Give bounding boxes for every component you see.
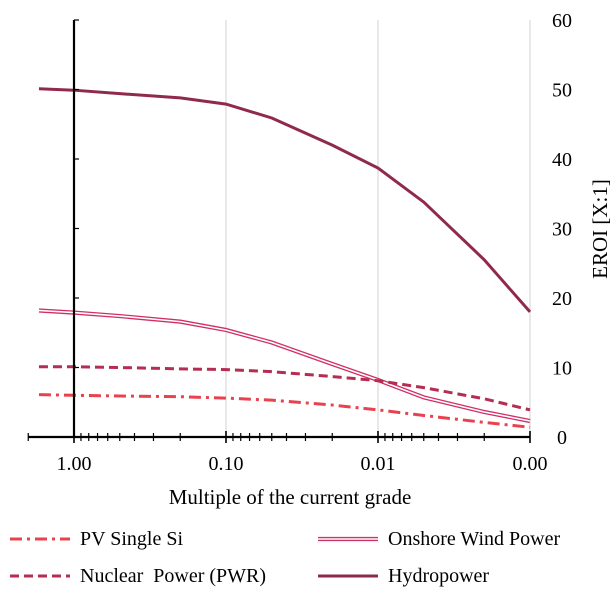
legend-entry: Hydropower — [318, 565, 489, 587]
legend-label: Hydropower — [388, 565, 489, 587]
legend: PV Single Si Onshore Wind Power Nuclear Po… — [10, 528, 560, 587]
legend-entry: PV Single Si — [10, 528, 183, 550]
legend-entry: Nuclear Power (PWR) — [10, 565, 266, 587]
y-tick-label: 0 — [557, 427, 567, 449]
y-tick-label: 10 — [552, 358, 572, 380]
series-line-onshore-wind-power-inner — [38, 309, 531, 422]
vertical-gridlines — [225, 20, 531, 437]
x-tick-label: 0.10 — [209, 453, 244, 475]
x-tick-label: 0.01 — [361, 453, 396, 475]
x-axis-title: Multiple of the current grade — [169, 485, 412, 509]
legend-label: PV Single Si — [80, 528, 183, 550]
series-line-nuclear-power-pwr — [38, 365, 531, 412]
legend-label: Nuclear Power (PWR) — [80, 565, 266, 587]
y-tick-label: 30 — [552, 219, 572, 241]
x-tick-label: 1.00 — [57, 453, 92, 475]
series-lines — [38, 87, 532, 429]
y-tick-label: 60 — [552, 10, 572, 32]
legend-entry: Onshore Wind Power — [318, 528, 560, 550]
y-tick-labels: 0 10 20 30 40 50 60 — [552, 10, 572, 449]
series-line-hydropower — [38, 87, 532, 313]
y-tick-label: 50 — [552, 80, 572, 102]
x-tick-labels: 1.00 0.10 0.01 0.00 — [57, 453, 548, 475]
axes — [27, 19, 531, 443]
legend-label: Onshore Wind Power — [388, 528, 560, 550]
y-tick-label: 40 — [552, 149, 572, 171]
y-tick-label: 20 — [552, 288, 572, 310]
series-line-pv-single-si — [38, 393, 531, 429]
x-tick-label: 0.00 — [513, 453, 548, 475]
y-axis-title: EROI [X:1] — [588, 179, 612, 279]
